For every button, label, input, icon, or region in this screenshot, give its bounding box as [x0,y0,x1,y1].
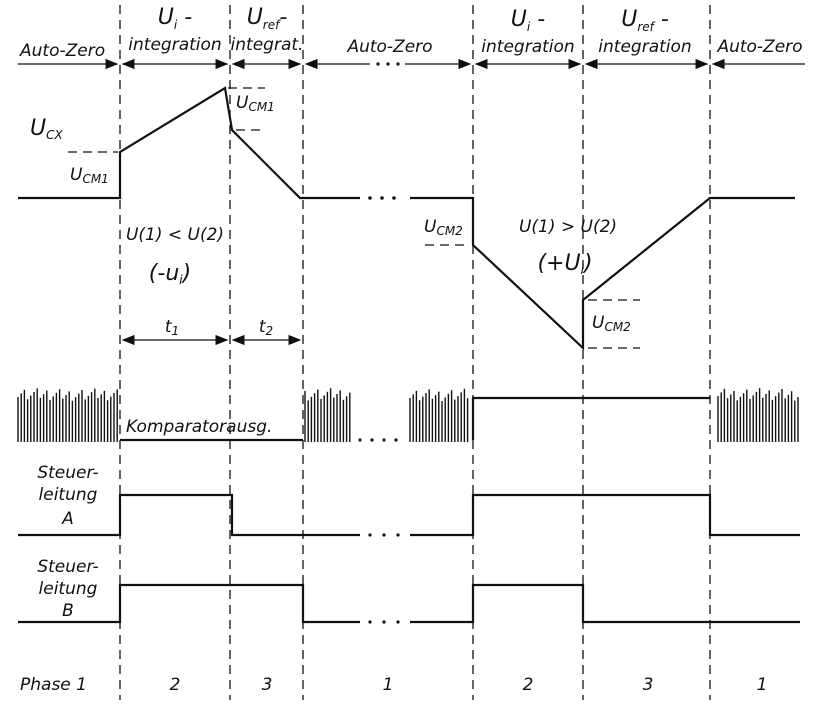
sym-sub: 1 [172,324,180,338]
sym: U [158,5,174,30]
phase-number: 1 [757,675,768,695]
phase-title: integrat. [231,35,304,55]
sym: U [247,5,263,30]
signal-label: Steuer- [37,557,98,577]
dot [376,62,380,66]
phase-title: Ui - [158,5,192,32]
steuer-b-signal [18,583,360,624]
ucx-signal [410,196,795,351]
comparator-signal [471,396,710,440]
sym-sub: CM1 [82,172,108,186]
ucx-label: UCX [30,116,63,142]
ucm-label: UCM1 [236,93,275,114]
phase-title: Ui - [511,7,545,34]
sym-sub: CM2 [436,224,462,238]
sym-sub: i [527,20,531,34]
sym-suffix: - [654,7,669,32]
dot [368,196,372,200]
sym: U [424,217,437,237]
phase-number: 2 [170,675,181,695]
sym: U [30,116,46,141]
phase-number: 2 [523,675,534,695]
sym-sub: CX [46,128,63,142]
steuer-b-signal [410,583,800,624]
phase-number: 1 [383,675,394,695]
header-arrows [18,58,805,70]
signal-label: Steuer- [37,463,98,483]
dot [358,438,362,442]
dot [368,533,372,537]
dot [396,620,400,624]
dot [368,620,372,624]
condition: U(1) < U(2) [126,225,224,245]
dot [370,438,374,442]
sym: U [621,7,637,32]
phase-number: Phase 1 [20,675,87,695]
phase-number: 3 [262,675,273,695]
sym-suffix: - [530,7,545,32]
condition: U(1) > U(2) [519,217,617,237]
sym: (-u [149,261,179,286]
dot [394,438,398,442]
comparator-hatching [17,388,799,442]
steuer-a-signal [18,493,360,537]
phase-title: integration [128,35,221,55]
phase-title: integration [598,37,691,57]
sym: U [592,313,605,333]
sym-close: ) [582,251,593,276]
sym-sub: 2 [266,324,274,338]
dot [396,533,400,537]
ucm-label: UCM1 [70,165,109,186]
sym: U [70,165,83,185]
phase-title: Uref - [621,7,669,34]
ucm-label: UCM2 [424,217,463,238]
steuer-a-signal [410,493,800,537]
phase-title: Auto-Zero [716,37,802,57]
sym-sub: CM2 [604,320,630,334]
phase-boundaries [119,5,711,700]
sym: t [165,317,173,337]
condition: (+Ui) [537,251,592,277]
sym-close: ) [181,261,192,286]
sym: t [259,317,267,337]
dot [380,196,384,200]
phase-title: Auto-Zero [346,37,432,57]
sym-sub: CM1 [248,100,274,114]
phase-title: Auto-Zero [19,41,105,61]
sym: U [236,93,249,113]
phase-title: Uref- [247,5,288,32]
comparator-label: Komparatorausg. [126,417,272,437]
phase-title: integration [481,37,574,57]
sym: U [511,7,527,32]
sym: (+U [537,251,580,276]
signal-label: A [61,509,74,529]
dot [382,620,386,624]
sym-suffix: - [279,5,287,30]
condition: (-ui) [149,261,191,287]
sym-sub: i [581,263,585,277]
ucx-signal [18,86,360,200]
t2-label: t2 [259,317,273,338]
sym-sub: i [174,18,178,32]
signal-label: leitung [39,485,98,505]
sym-sub: i [179,273,183,287]
dot [392,196,396,200]
dot [382,533,386,537]
phase-number: 3 [643,675,654,695]
t1-label: t1 [165,317,179,338]
sym-sub: ref [637,20,655,34]
ucm-label: UCM2 [592,313,631,334]
dot [382,438,386,442]
signal-label: leitung [39,579,98,599]
sym-suffix: - [177,5,192,30]
sym-sub: ref [263,18,281,32]
dot [396,62,400,66]
signal-label: B [62,601,74,621]
dot [386,62,390,66]
